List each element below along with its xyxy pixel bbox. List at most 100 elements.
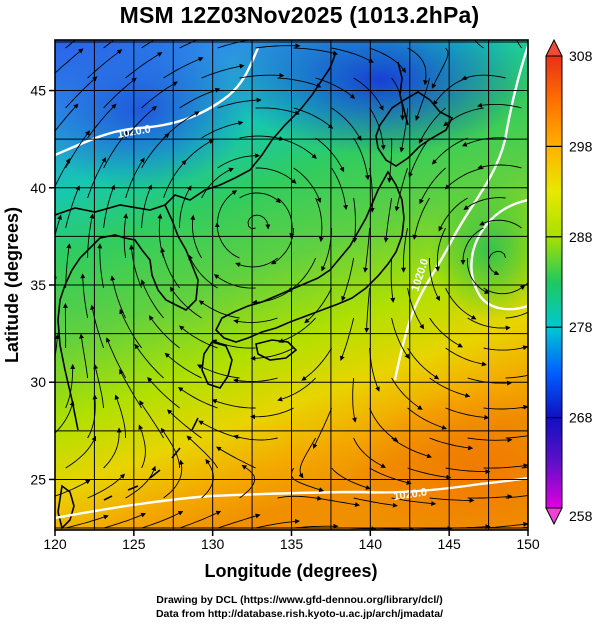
colorbar-tick-label: 308: [569, 48, 593, 64]
streamline: [407, 287, 425, 330]
streamline: [277, 77, 322, 88]
streamline: [163, 111, 200, 139]
streamline: [445, 467, 491, 475]
taiwan-outline: [57, 484, 75, 530]
streamline: [353, 137, 370, 181]
streamline: [277, 495, 323, 501]
streamline: [134, 343, 164, 379]
streamline: [315, 197, 324, 243]
streamline: [179, 325, 218, 349]
streamline: [103, 512, 147, 529]
colorbar-gradient: [545, 55, 563, 509]
streamline: [463, 197, 506, 210]
streamline: [250, 407, 294, 420]
streamline: [483, 285, 526, 295]
streamline: [391, 377, 423, 410]
continent-outline: [55, 54, 336, 216]
streamline: [235, 257, 278, 268]
y-tick-label: 45: [30, 83, 46, 99]
map-title: MSM 12Z03Nov2025 (1013.2hPa): [119, 2, 480, 28]
streamline: [488, 250, 507, 276]
streamline: [369, 107, 386, 151]
streamline: [477, 164, 522, 170]
streamline: [103, 184, 116, 229]
streamline: [141, 511, 184, 529]
streamline: [466, 257, 490, 294]
streamline: [474, 40, 484, 49]
streamline: [214, 222, 240, 259]
x-axis: 120 125 130 135 140 145 150: [43, 530, 540, 552]
streamline: [304, 287, 333, 324]
streamline: [233, 317, 278, 324]
streamline: [505, 311, 528, 319]
streamline: [277, 137, 317, 159]
x-tick-label: 150: [516, 536, 540, 552]
streamline: [179, 185, 192, 228]
x-tick-label: 145: [437, 536, 461, 552]
streamline: [408, 137, 430, 178]
streamline: [391, 497, 437, 506]
streamline: [164, 352, 202, 379]
streamline: [369, 467, 412, 485]
isobar-line-east: [393, 45, 528, 381]
streamline: [369, 47, 406, 74]
streamline: [103, 130, 129, 169]
korea-peninsula-outline: [57, 204, 199, 431]
streamline: [125, 465, 157, 499]
streamline: [351, 377, 357, 423]
streamline: [445, 407, 490, 420]
streamline: [147, 376, 180, 409]
streamline: [211, 399, 256, 409]
streamline: [483, 345, 528, 351]
streamline: [407, 347, 440, 380]
streamline: [352, 197, 358, 243]
streamline: [331, 47, 374, 63]
streamline: [251, 287, 294, 305]
streamline: [250, 347, 294, 361]
streamline: [369, 407, 399, 442]
streamline: [247, 214, 271, 230]
streamline: [65, 243, 72, 289]
streamline: [163, 459, 184, 499]
streamline: [97, 243, 105, 289]
colorbar: 258 268 278 288 298 308: [545, 38, 593, 526]
streamline: [435, 227, 447, 272]
streamline: [65, 514, 109, 529]
streamline: [293, 523, 339, 529]
y-tick-label: 25: [30, 471, 46, 487]
streamline: [479, 219, 522, 229]
streamline: [55, 479, 91, 497]
streamline: [339, 317, 355, 362]
colorbar-tick-label: 258: [569, 508, 593, 524]
x-tick-label: 120: [43, 536, 67, 552]
streamline: [483, 521, 528, 529]
streamline: [139, 400, 164, 439]
streamline: [401, 227, 409, 273]
streamline: [301, 347, 332, 381]
x-tick-label: 125: [122, 536, 146, 552]
colorbar-bottom-arrow: [545, 507, 563, 526]
streamline: [216, 190, 238, 229]
streamline: [103, 427, 122, 469]
temperature-field: [55, 40, 528, 530]
streamline: [65, 363, 76, 409]
streamline: [315, 497, 360, 507]
streamline: [438, 197, 468, 232]
streamline: [277, 197, 295, 239]
streamline: [138, 424, 146, 469]
credit-drawing: Drawing by DCL (https://www.gfd-dennou.o…: [156, 594, 443, 606]
streamline: [391, 437, 432, 459]
streamline: [287, 257, 317, 293]
streamline: [55, 48, 84, 74]
streamline: [119, 308, 142, 349]
streamline: [429, 257, 440, 302]
colorbar-tick-label: 288: [569, 229, 593, 245]
streamline: [429, 497, 475, 503]
streamline: [65, 185, 81, 229]
streamline: [65, 40, 77, 49]
streamline: [217, 97, 262, 109]
streamline: [353, 497, 398, 508]
streamline: [293, 167, 322, 204]
streamline: [55, 158, 71, 188]
streamline: [93, 363, 105, 409]
